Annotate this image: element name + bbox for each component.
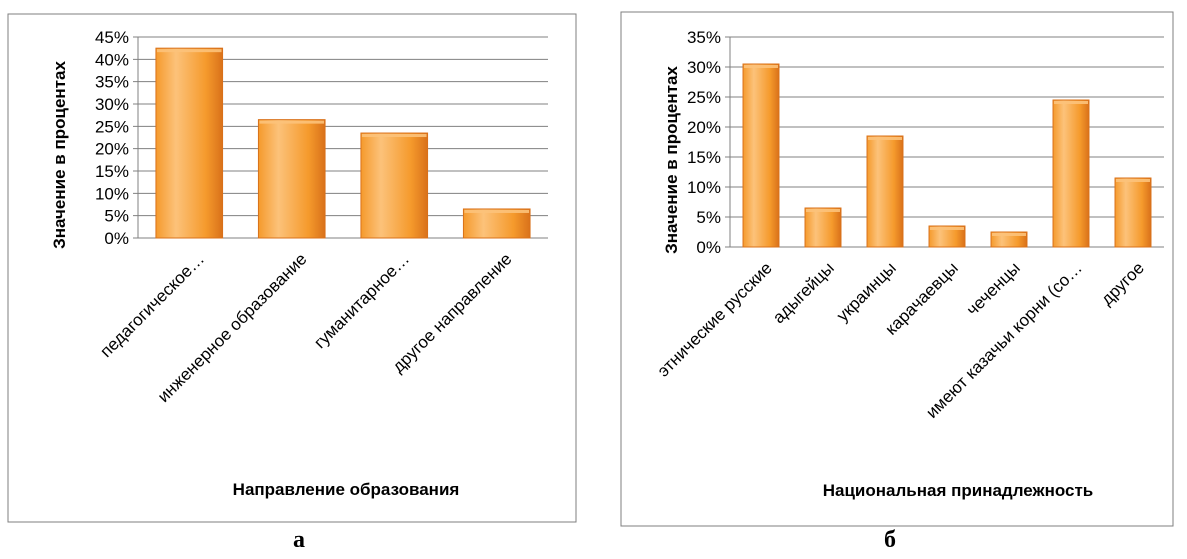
panel-label-b: б	[884, 527, 896, 553]
chart-frame	[620, 11, 1174, 527]
y-tick-label: 35%	[95, 73, 129, 92]
bar	[866, 135, 904, 248]
bar	[742, 63, 780, 248]
bar	[928, 225, 966, 248]
y-tick-label: 15%	[687, 148, 721, 167]
y-tick-label: 35%	[687, 28, 721, 47]
bar-top-highlight	[361, 134, 427, 138]
y-tick-label: 30%	[687, 58, 721, 77]
x-axis-title: Направление образования	[233, 480, 460, 499]
x-axis-title: Национальная принадлежность	[823, 481, 1094, 500]
y-tick-label: 45%	[95, 28, 129, 47]
y-tick-label: 5%	[104, 207, 129, 226]
y-axis-title: Значение в процентах	[662, 66, 681, 254]
bar	[1052, 99, 1090, 248]
y-axis-title: Значение в процентах	[50, 61, 69, 249]
bar-top-highlight	[259, 120, 325, 124]
bar-top-highlight	[156, 49, 222, 53]
bar	[257, 119, 326, 239]
y-tick-label: 40%	[95, 50, 129, 69]
bar-top-highlight	[464, 209, 530, 213]
y-tick-label: 0%	[696, 238, 721, 257]
chart-b-svg: 0%5%10%15%20%25%30%35%этнические русские…	[620, 11, 1174, 527]
y-tick-label: 5%	[696, 208, 721, 227]
bar-top-highlight	[744, 65, 778, 68]
chart-frame	[7, 13, 577, 523]
y-tick-label: 0%	[104, 229, 129, 248]
bar	[1114, 177, 1152, 248]
panel-label-a: а	[293, 527, 305, 553]
bar-top-highlight	[1116, 179, 1150, 182]
bar-top-highlight	[992, 233, 1026, 236]
y-tick-label: 20%	[95, 140, 129, 159]
y-tick-label: 10%	[687, 178, 721, 197]
y-tick-label: 30%	[95, 95, 129, 114]
y-tick-label: 20%	[687, 118, 721, 137]
bar-top-highlight	[806, 209, 840, 212]
bar	[804, 207, 842, 248]
bar	[155, 47, 224, 239]
y-tick-label: 25%	[95, 117, 129, 136]
bar-top-highlight	[868, 137, 902, 140]
chart-panel-a: 0% 5% 10% 15% 20% 25% 30% 35% 40% 45% педагогическ…	[0, 0, 590, 530]
y-tick-label: 25%	[687, 88, 721, 107]
bar-top-highlight	[1054, 101, 1088, 104]
y-tick-label: 10%	[95, 184, 129, 203]
bar-top-highlight	[930, 227, 964, 230]
chart-a-svg: 0%5%10%15%20%25%30%35%40%45%педагогическ…	[7, 13, 577, 523]
bar	[462, 208, 531, 239]
bar	[360, 132, 429, 239]
y-tick-label: 15%	[95, 162, 129, 181]
